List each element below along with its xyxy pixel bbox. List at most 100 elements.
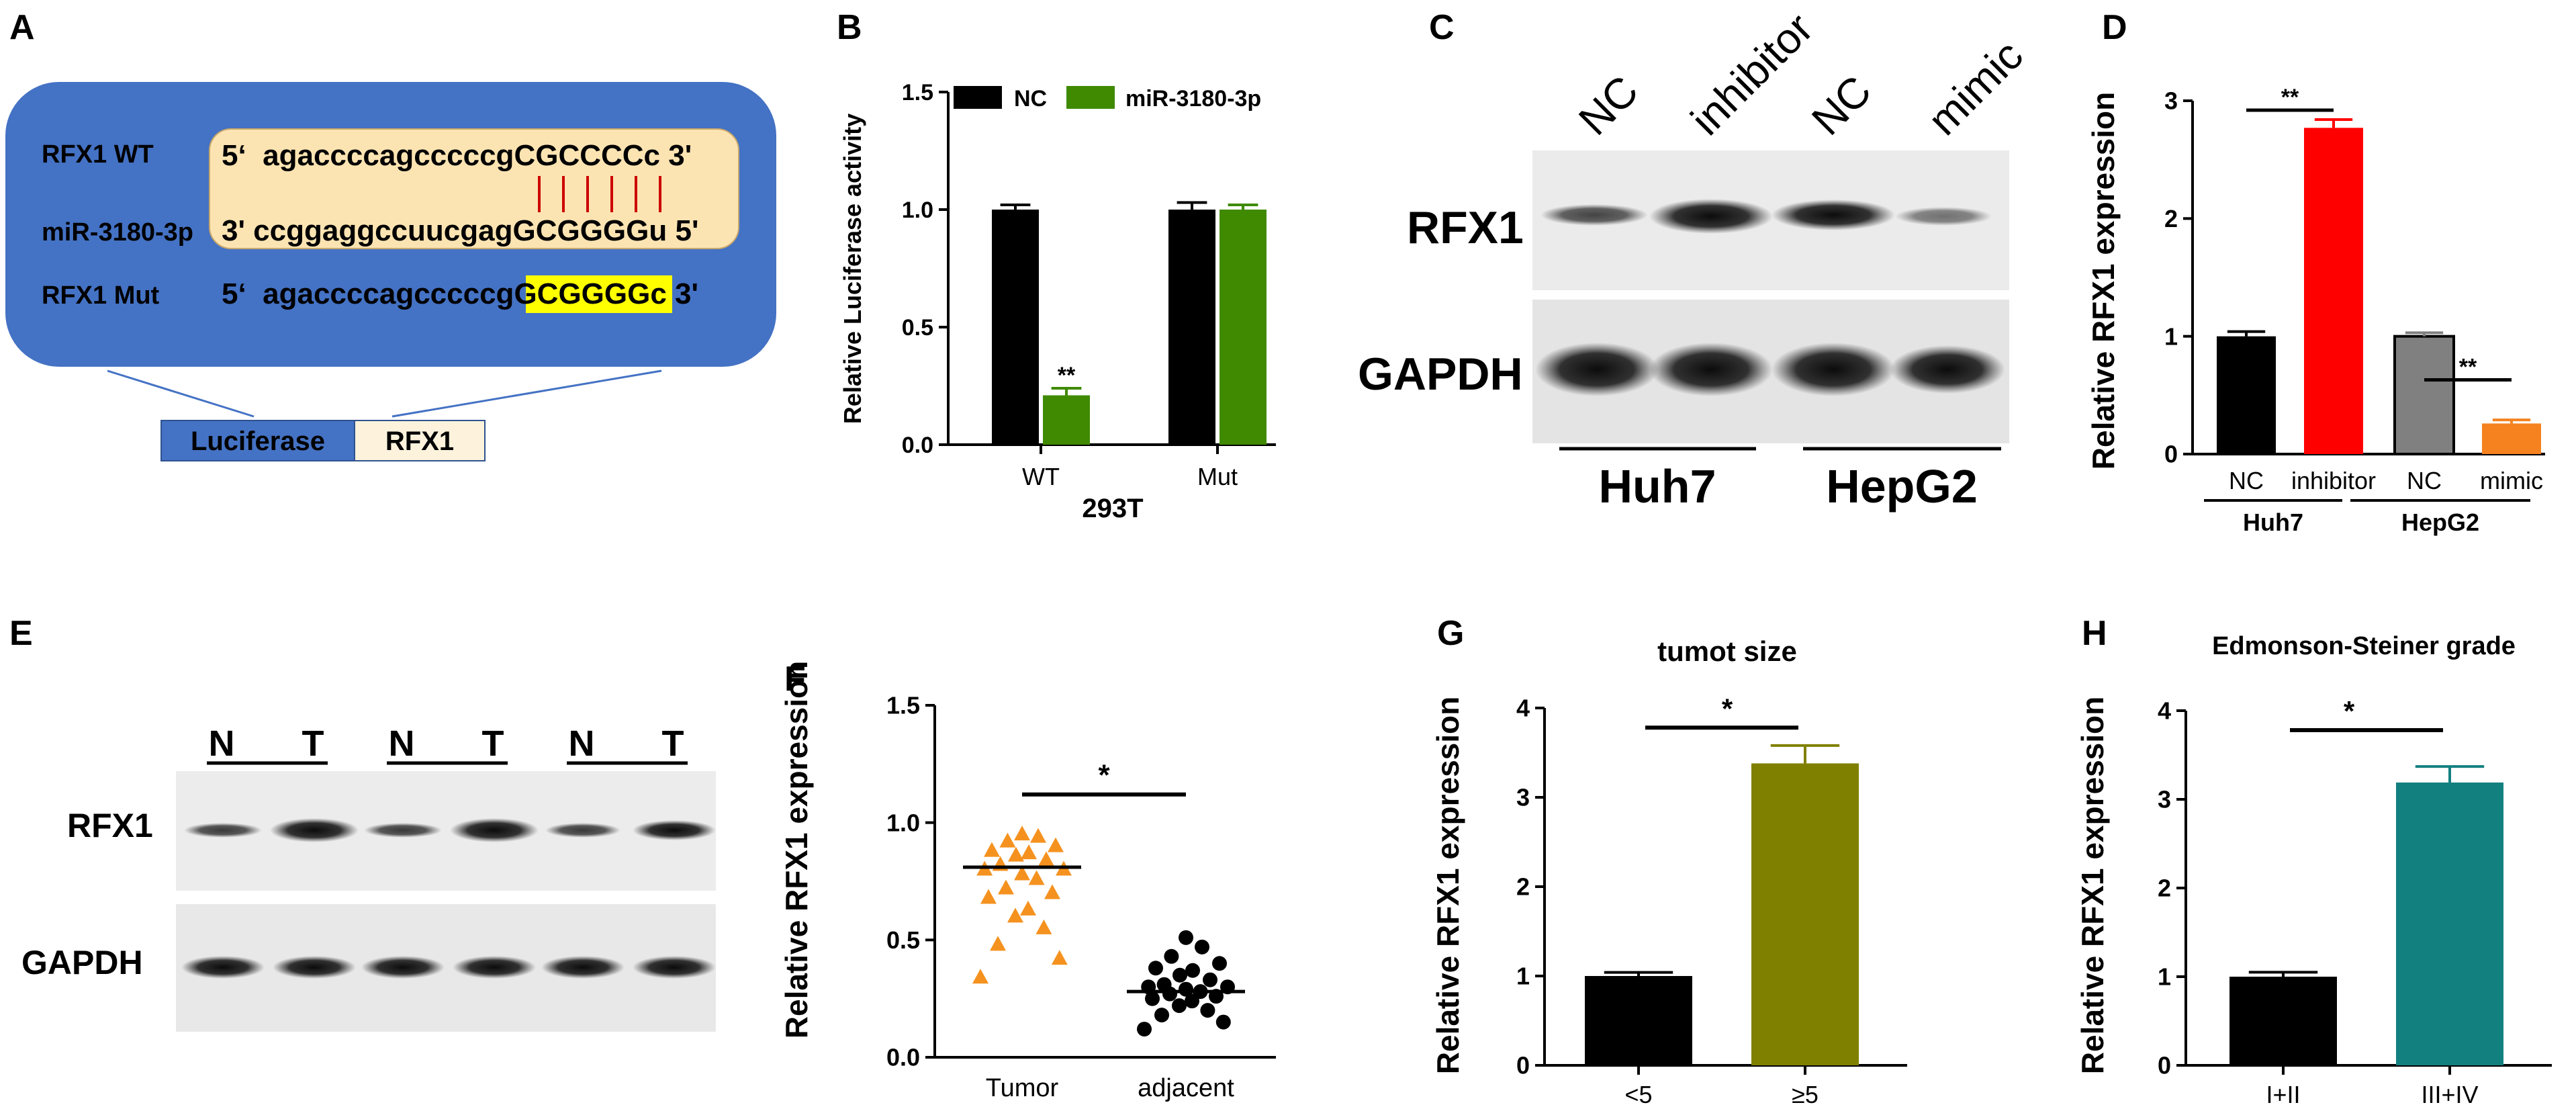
ylabel-f: Relative RFX1 expression [779, 661, 814, 1038]
f-point-tumor [1028, 870, 1045, 885]
ylabel-g: Relative RFX1 expression [1430, 697, 1465, 1074]
f-point-adjacent [1164, 948, 1179, 964]
f-y-tick-label: 1.0 [886, 809, 920, 836]
band-e-gapdh-3 [361, 956, 445, 979]
construct-luciferase [160, 420, 355, 461]
b-wt-1-bar [1043, 395, 1090, 445]
lane-e-4: T [482, 723, 504, 764]
row-label-wt: RFX1 WT [42, 140, 154, 169]
chart-f: 0.0 0.5 1.0 1.5 Tumor adjacent * [886, 692, 1276, 1102]
panel-letter-e: E [9, 614, 33, 653]
seq-wt-suffix: c 3' [644, 139, 692, 172]
g-1-bar [1751, 763, 1859, 1065]
band-c-gapdh-3 [1772, 343, 1895, 396]
f-point-adjacent [1212, 956, 1227, 971]
construct-rfx1 [354, 420, 486, 461]
band-c-rfx1-1 [1540, 204, 1648, 226]
lane-e-3: N [389, 723, 415, 764]
f-point-tumor [990, 936, 1006, 951]
f-significance-star: * [1098, 759, 1110, 792]
legend-swatch-mir [1066, 86, 1115, 109]
f-point-adjacent [1215, 1014, 1231, 1030]
seq-wt-prefix: 5‘ agaccccagcccccg [222, 139, 514, 172]
ylabel-d: Relative RFX1 expression [2086, 92, 2121, 470]
g-significance-star: * [1722, 693, 1733, 724]
seq-mirna-core: GCGGGG [512, 214, 649, 247]
f-point-adjacent [1179, 981, 1193, 997]
seq-wt: 5‘ agaccccagcccccgCGCCCCc 3' [222, 139, 692, 172]
d-x-tick-label: NC [2407, 467, 2442, 494]
base-pairing-lines [538, 176, 661, 212]
band-c-gapdh-4 [1890, 345, 2005, 394]
band-e-gapdh-2 [273, 956, 356, 979]
f-point-tumor [998, 879, 1014, 895]
f-point-adjacent [1179, 930, 1193, 945]
subtitle-b: 293T [1082, 494, 1143, 523]
row-label-mirna: miR-3180-3p [42, 218, 193, 247]
d-y-tick-label: 0 [2164, 441, 2178, 468]
panel-letter-g: G [1437, 614, 1464, 653]
d-y-tick-label: 2 [2164, 205, 2178, 232]
band-c-rfx1-2 [1649, 199, 1773, 234]
seq-mut-prefix: 5‘ agaccccagcccccg [222, 277, 514, 310]
panel-h: H Edmonson-Steiner grade Relative RFX1 e… [2075, 614, 2552, 1108]
ylabel-h: Relative RFX1 expression [2075, 697, 2110, 1074]
panel-letter-d: D [2102, 8, 2127, 47]
f-point-tumor [1014, 826, 1030, 841]
connector-right [392, 369, 662, 418]
title-h: Edmonson-Steiner grade [2212, 632, 2516, 660]
d-significance-star-2: ** [2459, 355, 2477, 380]
f-point-tumor [1048, 837, 1064, 852]
inner-box [209, 128, 739, 249]
construct-label-rfx1: RFX1 [385, 427, 454, 456]
f-point-tumor [980, 889, 997, 904]
panel-a: A RFX1 WT 5‘ agaccccagcccccgCGCCCCc 3' m… [5, 8, 776, 461]
f-x-tick-label: adjacent [1138, 1074, 1234, 1102]
f-point-tumor [1008, 846, 1024, 862]
seq-wt-core: CGCCCC [514, 139, 643, 172]
group-d-huh7: Huh7 [2243, 508, 2303, 536]
group-c-huh7: Huh7 [1599, 460, 1716, 513]
d-0-bar [2217, 336, 2276, 454]
band-c-rfx1-3 [1772, 199, 1895, 230]
panel-letter-a: A [9, 8, 35, 47]
band-c-gapdh-1 [1535, 343, 1659, 396]
band-c-gapdh-2 [1649, 343, 1773, 396]
d-y-tick-label: 1 [2164, 322, 2178, 350]
g-y-tick-label: 2 [1516, 873, 1530, 901]
f-y-tick-label: 0.5 [886, 926, 920, 954]
band-e-rfx1-6 [633, 820, 716, 840]
panel-b: B Relative Luciferase activity 0.0 0.5 1.0… [837, 8, 1276, 523]
lane-c-1: NC [1569, 66, 1647, 144]
seq-mut-suffix: c 3' [650, 277, 698, 310]
chart-d: 0 1 2 3 NC inhibitor NC mimic ** ** [2164, 85, 2545, 494]
g-x-tick-label: ≥5 [1792, 1081, 1819, 1108]
f-point-adjacent [1185, 963, 1200, 978]
seq-mut: 5‘ agaccccagcccccgGCGGGGc 3' [222, 277, 698, 310]
g-y-tick-label: 1 [1516, 963, 1530, 990]
f-point-adjacent [1203, 972, 1217, 987]
g-y-tick-label: 3 [1516, 784, 1530, 811]
band-e-gapdh-4 [453, 956, 536, 979]
band-e-gapdh-6 [633, 956, 716, 979]
chart-b: 0.0 0.5 1.0 1.5 WT Mut ** [902, 80, 1276, 490]
band-e-rfx1-3 [364, 823, 442, 838]
seq-mirna-suffix: u 5' [649, 214, 698, 247]
f-point-tumor [1030, 828, 1046, 843]
band-e-rfx1-5 [545, 823, 620, 838]
panel-c: C NC inhibitor NC mimic RFX1 GAPDH Huh7 … [1358, 4, 2032, 513]
h-x-tick-label: III+IV [2421, 1081, 2478, 1108]
group-d-hepg2: HepG2 [2401, 508, 2479, 536]
f-point-tumor [1020, 900, 1036, 916]
title-g: tumot size [1657, 635, 1797, 667]
ylabel-b: Relative Luciferase activity [839, 114, 866, 424]
f-point-adjacent [1154, 1008, 1169, 1023]
f-point-tumor [1036, 919, 1052, 934]
g-x-tick-label: <5 [1624, 1081, 1652, 1108]
seq-mirna-prefix: 3' ccggaggccuucgag [222, 214, 512, 247]
f-point-tumor [984, 842, 1000, 857]
panel-letter-h: H [2082, 614, 2107, 653]
f-x-tick-label: Tumor [986, 1074, 1059, 1102]
f-y-tick-label: 1.5 [886, 692, 920, 719]
construct-label-luciferase: Luciferase [191, 427, 325, 456]
